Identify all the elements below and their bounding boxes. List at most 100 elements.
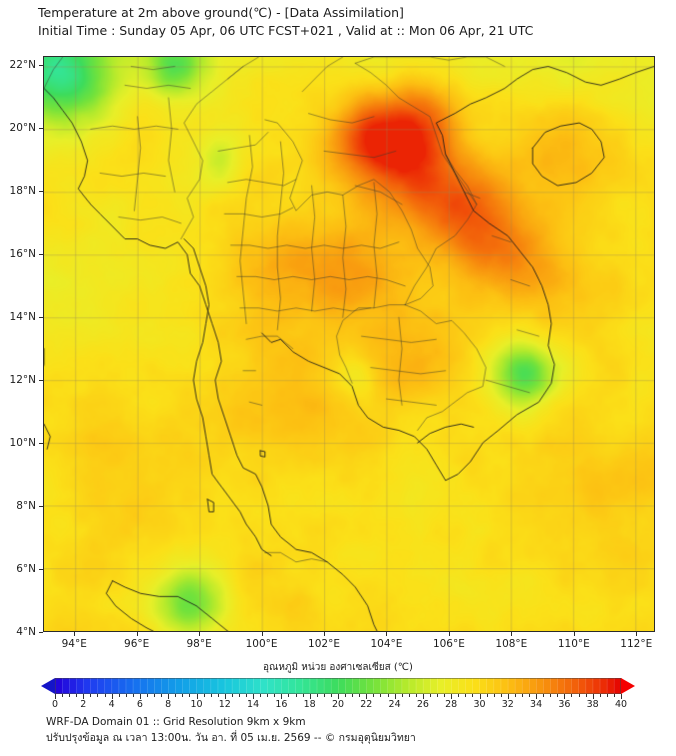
colorbar-tickmark [111, 694, 113, 699]
colorbar-tickmark [309, 694, 311, 699]
colorbar-caption: อุณหภูมิ หน่วย องศาเซลเซียส (℃) [263, 662, 413, 673]
colorbar-tickmark [139, 694, 141, 699]
footer-model-info: WRF-DA Domain 01 :: Grid Resolution 9km … [46, 716, 306, 728]
x-axis-tick-label: 96°E [124, 638, 150, 650]
y-axis-tick [39, 569, 43, 571]
colorbar-svg [41, 678, 635, 694]
colorbar-tickmark [408, 694, 410, 697]
y-axis-tick [39, 317, 43, 319]
colorbar-tickmark [97, 694, 99, 697]
colorbar-tickmark [472, 694, 474, 697]
colorbar-tickmark [366, 694, 368, 699]
colorbar-tickmark [507, 694, 509, 699]
colorbar-tickmark [352, 694, 354, 697]
colorbar-tick-label: 2 [80, 699, 87, 710]
colorbar-tick-label: 36 [558, 699, 571, 710]
y-axis-tick [39, 632, 43, 633]
colorbar-tickmark [564, 694, 566, 699]
colorbar-tick-label: 0 [51, 699, 59, 710]
colorbar-tick-label: 24 [388, 699, 401, 710]
colorbar-tickmark [521, 694, 523, 697]
colorbar-tickmark [557, 694, 559, 697]
colorbar-tickmark [83, 694, 85, 699]
colorbar-tickmark [621, 694, 622, 699]
colorbar-tickmark [606, 694, 608, 697]
colorbar-tickmark [118, 694, 120, 697]
colorbar-tickmark [217, 694, 219, 697]
colorbar-tickmark [401, 694, 403, 697]
colorbar-gradient [41, 678, 635, 694]
colorbar-tickmark [444, 694, 446, 697]
colorbar-tickmark [578, 694, 580, 697]
colorbar-tickmark [599, 694, 601, 697]
y-axis-tick-label: 6°N [16, 563, 36, 576]
colorbar-tickmark [288, 694, 290, 697]
colorbar-tickmark [550, 694, 552, 697]
colorbar-tick-label: 16 [275, 699, 288, 710]
colorbar-tick-label: 32 [501, 699, 514, 710]
x-axis-tick-label: 100°E [245, 638, 278, 650]
colorbar-tickmark [380, 694, 382, 697]
colorbar-tickmark [231, 694, 233, 697]
x-axis-tick [636, 632, 638, 636]
colorbar-tickmark [479, 694, 481, 699]
x-axis-tick [261, 632, 263, 636]
colorbar-tickmark [238, 694, 240, 697]
colorbar-tick-label: 4 [108, 699, 115, 710]
x-axis-tick [573, 632, 575, 636]
x-axis-tick [199, 632, 201, 636]
colorbar-tick-label: 22 [360, 699, 373, 710]
colorbar-tick-label: 20 [331, 699, 345, 710]
colorbar-block: อุณหภูมิ หน่วย องศาเซลเซียส (℃) 0 2 4 6 8 10 1… [0, 660, 676, 712]
x-axis-tick-label: 98°E [186, 638, 212, 650]
y-axis-tick-label: 8°N [16, 500, 36, 513]
colorbar-tickmark [429, 694, 431, 697]
colorbar-tickmark [104, 694, 106, 697]
colorbar-tickmark [394, 694, 396, 699]
colorbar-tick-label: 12 [218, 699, 231, 710]
colorbar-tickmark [224, 694, 226, 699]
y-axis-tick [39, 506, 43, 508]
colorbar-tickmark [458, 694, 460, 697]
footer-block: WRF-DA Domain 01 :: Grid Resolution 9km … [46, 714, 666, 746]
colorbar-tickmark [387, 694, 389, 697]
colorbar-tickmark [486, 694, 488, 697]
y-axis-tick [39, 380, 43, 382]
colorbar-tickmark [281, 694, 283, 699]
y-axis-tick-label: 12°N [9, 374, 36, 387]
colorbar-tickmark [373, 694, 375, 697]
chart-title-block: Temperature at 2m above ground(℃) - [Dat… [38, 4, 658, 40]
x-axis-tick-label: 108°E [495, 638, 528, 650]
colorbar-tickmark [514, 694, 516, 697]
y-axis-tick [39, 443, 43, 445]
y-axis-tick [39, 128, 43, 130]
colorbar-tickmark [274, 694, 276, 697]
footer-attribution: ปรับปรุงข้อมูล ณ เวลา 13:00น. วัน อา. ที… [46, 732, 416, 744]
map-plot-area[interactable] [43, 56, 655, 632]
colorbar-tickmark [267, 694, 269, 697]
y-axis-tick-label: 14°N [9, 311, 36, 324]
chart-subtitle: Initial Time : Sunday 05 Apr, 06 UTC FCS… [38, 23, 534, 38]
x-axis-tick-label: 110°E [557, 638, 590, 650]
colorbar-tick-label: 6 [136, 699, 143, 710]
x-axis-tick [324, 632, 326, 636]
colorbar-ticks: 0 2 4 6 8 10 12 14 16 18 20 22 24 26 28 30 32 34 36 38 40 [41, 694, 635, 712]
colorbar-tickmark [330, 694, 332, 697]
colorbar-tickmark [585, 694, 587, 697]
colorbar-tickmark [500, 694, 502, 697]
x-axis-tick-label: 102°E [308, 638, 340, 650]
colorbar-tickmark [182, 694, 184, 697]
x-axis-tick [74, 632, 76, 636]
x-axis-tick [136, 632, 138, 636]
temperature-heatmap-canvas [44, 57, 654, 631]
colorbar-tick-label: 26 [416, 699, 429, 710]
page-title: Temperature at 2m above ground(℃) - [Dat… [38, 5, 404, 20]
colorbar-tickmark [161, 694, 163, 697]
colorbar-tick-label: 10 [190, 699, 203, 710]
colorbar-tickmark [196, 694, 198, 699]
colorbar-tickmark [338, 694, 339, 699]
y-axis-tick-label: 18°N [9, 185, 36, 198]
x-axis-tick-label: 106°E [432, 638, 465, 650]
colorbar-tickmark [175, 694, 177, 697]
x-axis-tick [386, 632, 388, 636]
